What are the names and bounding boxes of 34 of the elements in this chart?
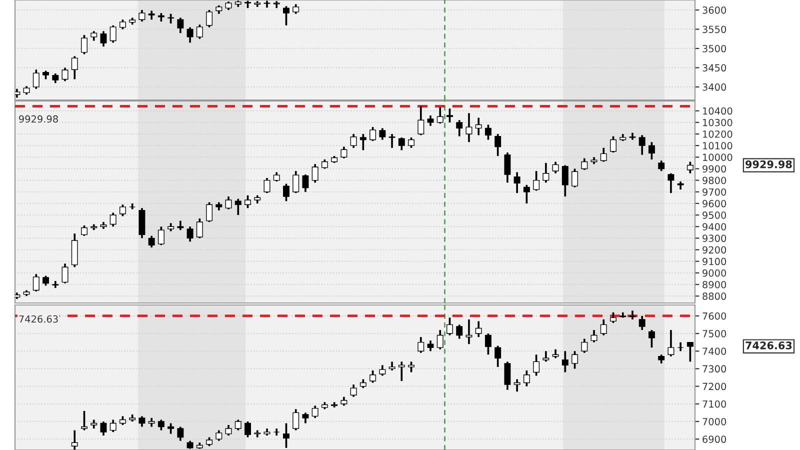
y-tick-label: 9200 <box>702 246 726 254</box>
y-tick-label: 9400 <box>702 223 726 230</box>
y-tick-label: 9700 <box>702 188 726 196</box>
y-tick-label: 7600 <box>702 312 726 320</box>
y-tick-label: 3450 <box>702 64 726 72</box>
y-tick-label: 7000 <box>702 418 726 426</box>
y-tick-label: 3600 <box>702 6 726 14</box>
y-tick-label: 9500 <box>702 212 726 219</box>
y-tick-label: 9600 <box>702 200 726 208</box>
y-tick-label: 9300 <box>702 234 726 242</box>
y-tick-label: 7500 <box>702 330 726 338</box>
y-tick-label: 10200 <box>703 130 732 138</box>
y-tick-label: 3400 <box>702 83 726 91</box>
y-tick-label: 9100 <box>702 258 726 266</box>
y-tick-label: 10300 <box>703 118 732 126</box>
y-tick-label: 9900 <box>702 165 726 173</box>
y-tick-label: 7200 <box>702 382 726 390</box>
y-tick-label: 7100 <box>702 400 726 408</box>
text: 9929.98 <box>746 160 792 168</box>
y-tick-label: 8900 <box>702 280 726 288</box>
y-tick-label: 7300 <box>702 365 726 373</box>
y-tick-label: 6900 <box>702 436 726 443</box>
y-tick-label: 9800 <box>702 176 726 184</box>
y-tick-label: 3500 <box>702 44 726 52</box>
y-tick-label: 10400 <box>703 107 732 115</box>
text: 7426.63 <box>746 341 792 350</box>
y-tick-label: 3550 <box>702 26 726 34</box>
text: 7426.63 <box>19 315 58 323</box>
text: 9929.98 <box>19 115 58 123</box>
y-tick-label: 10100 <box>703 142 732 150</box>
y-tick-label: 10000 <box>703 154 732 161</box>
y-tick-label: 8800 <box>702 292 726 300</box>
y-tick-label: 9000 <box>702 269 726 277</box>
y-tick-label: 7400 <box>702 348 726 355</box>
